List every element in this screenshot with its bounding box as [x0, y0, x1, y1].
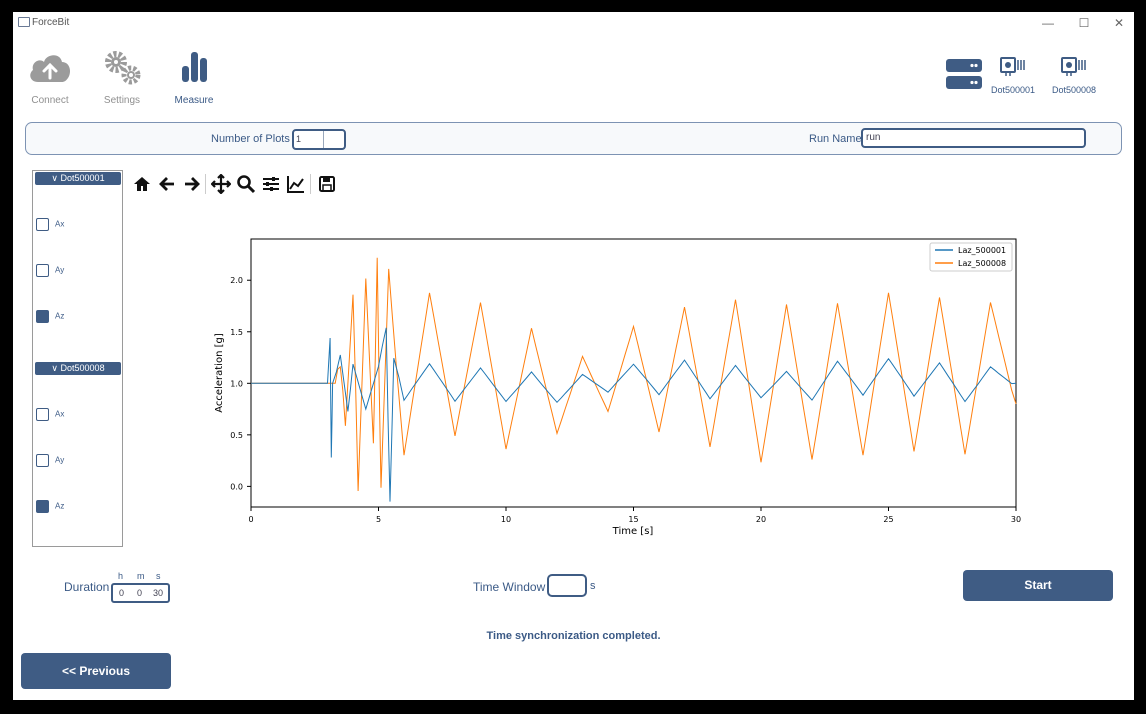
- plots-value: 1: [296, 134, 302, 144]
- config-bar: Number of Plots 1 Run Name run: [25, 122, 1122, 155]
- maximize-icon[interactable]: ☐: [1078, 16, 1090, 30]
- toolbar-separator: [310, 174, 311, 194]
- device-label: Dot500001: [991, 85, 1036, 95]
- checkbox-dot500001-ax[interactable]: Ax: [36, 218, 64, 231]
- series-line-2: [251, 257, 1017, 492]
- sensor-name: Dot500008: [60, 363, 105, 373]
- axes-edit-icon[interactable]: [286, 174, 306, 194]
- home-icon[interactable]: [132, 174, 152, 194]
- y-tick-label: 0.5: [230, 431, 243, 440]
- x-tick-label: 5: [376, 515, 381, 524]
- gears-icon: [105, 51, 141, 85]
- plots-spinbox[interactable]: 1: [292, 129, 346, 150]
- nav-connect[interactable]: Connect: [20, 48, 80, 106]
- legend-label-2: Laz_500008: [958, 259, 1006, 268]
- nav-measure-label: Measure: [174, 95, 214, 106]
- legend-label-1: Laz_500001: [958, 246, 1006, 255]
- save-icon[interactable]: [317, 174, 337, 194]
- window-title: ForceBit: [32, 17, 70, 28]
- y-tick-label: 0.0: [230, 482, 243, 491]
- hours-label: h: [118, 571, 124, 581]
- sensor-chip-icon: [1061, 57, 1086, 76]
- checkbox-dot500008-az[interactable]: Az: [36, 500, 64, 513]
- chevron-down-icon: ∨: [51, 363, 59, 373]
- run-name-label: Run Name: [809, 133, 862, 145]
- status-message: Time synchronization completed.: [486, 630, 661, 642]
- spinbox-divider: [323, 131, 324, 148]
- sensor-header-dot500001[interactable]: ∨ Dot500001: [35, 172, 121, 185]
- subplots-icon[interactable]: [261, 174, 281, 194]
- server-icon: [946, 59, 982, 89]
- time-window-input[interactable]: [547, 574, 587, 597]
- checkbox-dot500008-ax[interactable]: Ax: [36, 408, 64, 421]
- duration-minutes[interactable]: 0: [137, 588, 143, 598]
- checkbox-dot500008-ay[interactable]: Ay: [36, 454, 64, 467]
- toolbar-separator: [205, 174, 206, 194]
- nav-settings[interactable]: Settings: [92, 48, 152, 106]
- bar-chart-icon: [182, 52, 207, 82]
- sensor-channel-panel: ∨ Dot500001 Ax Ay Az ∨ Dot500008 Ax Ay A…: [32, 170, 123, 547]
- close-icon[interactable]: ✕: [1113, 16, 1125, 30]
- pan-icon[interactable]: [211, 174, 231, 194]
- checkbox-dot500001-ay[interactable]: Ay: [36, 264, 64, 277]
- x-tick-label: 30: [1011, 515, 1021, 524]
- run-name-value: run: [866, 132, 881, 143]
- chart-legend: Laz_500001 Laz_500008: [929, 242, 1013, 272]
- device-dot500008[interactable]: Dot500008: [1052, 56, 1096, 95]
- zoom-icon[interactable]: [236, 174, 256, 194]
- series-line-1: [251, 327, 1017, 502]
- x-tick-label: 25: [883, 515, 893, 524]
- nav-connect-label: Connect: [31, 95, 69, 106]
- server-button[interactable]: [945, 57, 983, 93]
- duration-hours[interactable]: 0: [119, 588, 125, 598]
- sensor-name: Dot500001: [60, 173, 105, 183]
- chevron-down-icon: ∨: [51, 173, 59, 183]
- plots-label: Number of Plots: [211, 133, 290, 145]
- start-button[interactable]: Start: [963, 570, 1113, 601]
- channel-label: Ax: [55, 219, 65, 229]
- y-tick-label: 1.5: [230, 328, 243, 337]
- app-logo-icon: [18, 17, 30, 27]
- chart-xlabel: Time [s]: [612, 526, 654, 537]
- nav-settings-label: Settings: [103, 95, 141, 106]
- x-tick-label: 20: [756, 515, 766, 524]
- channel-label: Ay: [55, 455, 65, 465]
- minimize-icon[interactable]: —: [1042, 16, 1054, 30]
- minutes-label: m: [137, 571, 145, 581]
- back-arrow-icon[interactable]: [157, 174, 177, 194]
- sensor-chip-icon: [1000, 57, 1025, 76]
- channel-label: Ay: [55, 265, 65, 275]
- x-tick-label: 15: [628, 515, 638, 524]
- seconds-label: s: [156, 571, 161, 581]
- checkbox-dot500001-az[interactable]: Az: [36, 310, 64, 323]
- device-dot500001[interactable]: Dot500001: [991, 56, 1035, 95]
- y-tick-label: 1.0: [230, 379, 243, 388]
- device-label: Dot500008: [1052, 85, 1097, 95]
- forward-arrow-icon[interactable]: [182, 174, 202, 194]
- app-window: ForceBit — ☐ ✕ Connect Settings Measure: [13, 12, 1134, 700]
- chart-ylabel: Acceleration [g]: [214, 333, 225, 413]
- x-tick-label: 10: [501, 515, 511, 524]
- run-name-input[interactable]: run: [861, 128, 1086, 148]
- channel-label: Ax: [55, 409, 65, 419]
- cloud-upload-icon: [30, 55, 70, 82]
- channel-label: Az: [55, 501, 65, 511]
- nav-measure[interactable]: Measure: [164, 48, 224, 106]
- title-bar: ForceBit — ☐ ✕: [13, 12, 1134, 34]
- time-window-label: Time Window: [473, 580, 546, 594]
- x-tick-label: 0: [248, 515, 253, 524]
- time-window-unit: s: [590, 580, 596, 592]
- acceleration-chart[interactable]: 0 5 10 15 20 25 30 0.0 0.5 1.0 1.5 2.0 Time [s] Acc…: [193, 232, 1053, 547]
- previous-button[interactable]: << Previous: [21, 653, 171, 689]
- sensor-header-dot500008[interactable]: ∨ Dot500008: [35, 362, 121, 375]
- duration-seconds[interactable]: 30: [153, 588, 164, 598]
- channel-label: Az: [55, 311, 65, 321]
- duration-input[interactable]: 0 0 30: [111, 583, 170, 603]
- duration-label: Duration: [64, 580, 110, 594]
- y-tick-label: 2.0: [230, 276, 243, 285]
